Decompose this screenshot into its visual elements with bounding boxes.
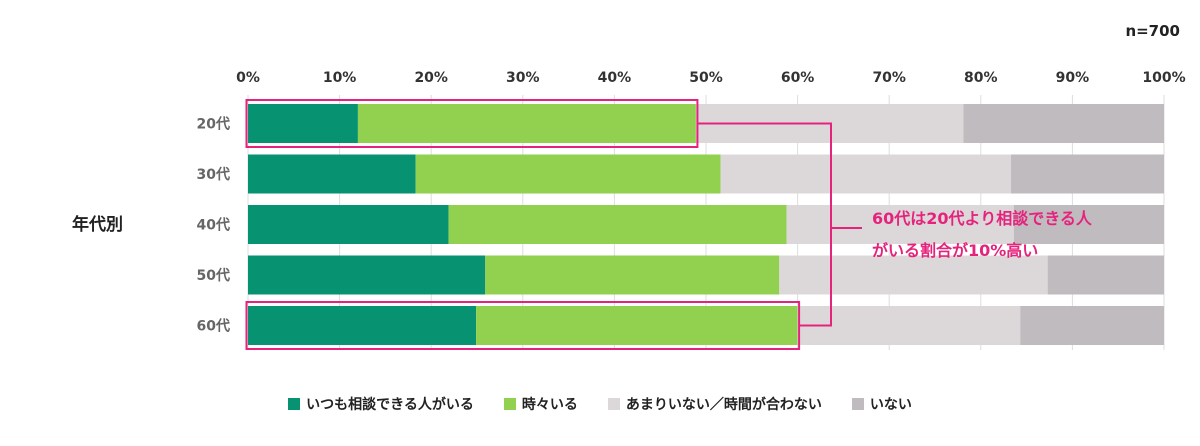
category-label: 40代 xyxy=(197,217,230,234)
category-label: 30代 xyxy=(197,166,230,183)
bar-segment xyxy=(797,306,1021,345)
legend-item: いつも相談できる人がいる xyxy=(288,394,474,414)
bar-segment xyxy=(485,255,780,295)
bar-segment xyxy=(415,154,721,194)
sample-size-label: n=700 xyxy=(1125,22,1180,40)
x-tick-label: 0% xyxy=(236,70,260,86)
bar-segment xyxy=(448,205,787,244)
x-tick-label: 10% xyxy=(323,70,357,86)
x-tick-label: 100% xyxy=(1142,70,1185,86)
bar-segment xyxy=(248,205,449,244)
bar-segment xyxy=(720,154,1012,194)
x-tick-label: 90% xyxy=(1056,70,1090,86)
legend-label: あまりいない／時間が合わない xyxy=(625,397,822,413)
bar-segment xyxy=(248,255,486,295)
bar-segment xyxy=(786,205,1014,244)
legend-swatch xyxy=(288,398,301,410)
legend-item: いない xyxy=(851,394,912,414)
bar-segment xyxy=(963,104,1164,143)
legend-swatch xyxy=(851,398,864,410)
annotation-text: 60代は20代より相談できる人 がいる割合が10%高い xyxy=(872,203,1172,267)
bar-segment xyxy=(248,154,416,194)
annotation-line-1: 60代は20代より相談できる人 xyxy=(872,209,1092,228)
bracket-connector xyxy=(697,122,832,327)
annotation-line-2: がいる割合が10%高い xyxy=(872,241,1039,260)
x-tick-label: 70% xyxy=(872,70,906,86)
bar-segment xyxy=(476,306,798,345)
bar-segment xyxy=(1011,154,1164,194)
bar-segment xyxy=(248,306,477,345)
x-tick-label: 40% xyxy=(598,70,632,86)
x-tick-label: 50% xyxy=(689,70,723,86)
x-tick-label: 20% xyxy=(414,70,448,86)
legend-item: 時々いる xyxy=(503,394,578,414)
bar-segment xyxy=(357,104,696,143)
legend-label: いつも相談できる人がいる xyxy=(306,397,474,413)
bar-segment xyxy=(1047,255,1164,295)
legend-item: あまりいない／時間が合わない xyxy=(607,394,822,414)
legend-label: いない xyxy=(869,397,912,413)
x-tick-label: 60% xyxy=(781,70,815,86)
legend-swatch xyxy=(607,398,620,410)
legend: いつも相談できる人がいる 時々いる あまりいない／時間が合わない いない xyxy=(0,394,1200,414)
category-label: 50代 xyxy=(197,267,230,284)
bar-segment xyxy=(1020,306,1164,345)
legend-label: 時々いる xyxy=(521,397,578,413)
category-label: 20代 xyxy=(197,116,230,133)
bar-segment xyxy=(1013,205,1164,244)
bar-segment xyxy=(779,255,1048,295)
legend-swatch xyxy=(503,398,516,410)
category-label: 60代 xyxy=(197,318,230,335)
x-tick-label: 80% xyxy=(964,70,998,86)
group-label: 年代別 xyxy=(72,215,123,235)
x-tick-label: 30% xyxy=(506,70,540,86)
bar-segment xyxy=(248,104,358,143)
